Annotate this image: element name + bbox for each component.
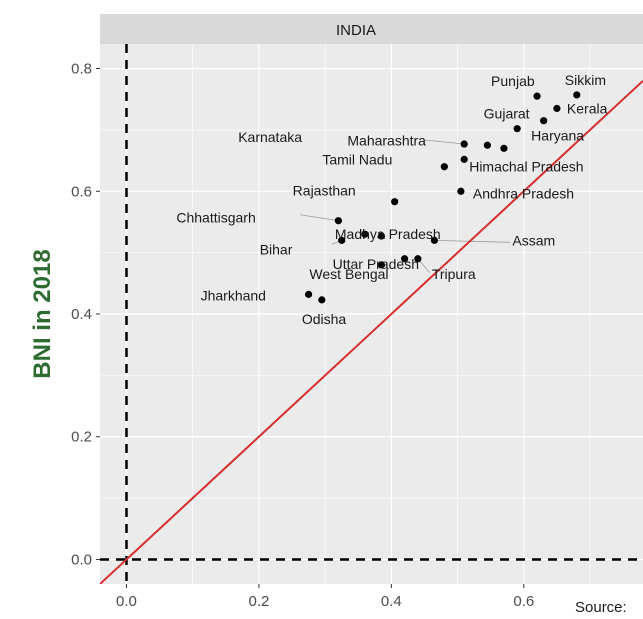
point-label: Gujarat xyxy=(484,106,530,122)
scatter-point xyxy=(391,198,399,206)
x-tick-label: 0.6 xyxy=(513,593,534,610)
point-label: Haryana xyxy=(531,128,584,144)
point-label: Tripura xyxy=(432,266,476,282)
point-label: Assam xyxy=(512,232,555,248)
scatter-point xyxy=(338,236,346,244)
point-label: Rajasthan xyxy=(293,183,356,199)
point-label: Karnataka xyxy=(238,129,302,145)
point-label: Chhattisgarh xyxy=(176,210,255,226)
label-leader-line xyxy=(434,239,511,243)
point-label: Odisha xyxy=(302,311,347,327)
scatter-point xyxy=(318,296,326,304)
label-leader-line xyxy=(300,214,339,222)
scatter-point xyxy=(430,236,439,244)
label-leaders xyxy=(300,139,511,274)
scatter-point xyxy=(460,140,468,148)
x-tick-label: 0.0 xyxy=(116,593,137,610)
point-label: West Bengal xyxy=(309,266,388,282)
y-tick-label: 0.6 xyxy=(71,183,92,200)
scatter-point xyxy=(533,92,541,100)
scatter-point xyxy=(500,144,508,152)
source-text: Source: xyxy=(575,599,627,616)
scatter-point xyxy=(334,217,342,225)
point-label: Sikkim xyxy=(565,72,606,88)
x-tick-label: 0.4 xyxy=(381,593,402,610)
y-tick-label: 0.4 xyxy=(71,306,92,323)
scatter-point xyxy=(377,261,386,269)
point-label: Punjab xyxy=(491,73,535,89)
scatter-point xyxy=(304,290,313,298)
scatter-point xyxy=(460,155,468,163)
data-points xyxy=(304,91,581,304)
diagonal-line xyxy=(100,80,643,584)
panel-title: INDIA xyxy=(336,22,376,39)
point-label: Himachal Pradesh xyxy=(469,158,583,174)
point-label: Kerala xyxy=(567,100,608,116)
y-tick-label: 0.0 xyxy=(71,551,92,568)
scatter-point xyxy=(401,255,409,263)
label-leader-line xyxy=(424,139,465,145)
scatter-point xyxy=(553,104,561,113)
y-axis-label: BNI in 2018 xyxy=(29,249,56,378)
scatter-point xyxy=(440,163,448,171)
point-label: Madhya Pradesh xyxy=(335,226,441,242)
strip-background xyxy=(100,14,643,44)
scatter-point xyxy=(483,141,491,149)
point-label: Maharashtra xyxy=(347,132,426,148)
scatter-point xyxy=(513,125,521,133)
point-label: Uttar Pradesh xyxy=(333,256,419,272)
point-label: Bihar xyxy=(260,241,293,257)
scatter-point xyxy=(457,187,465,195)
point-label: Tamil Nadu xyxy=(322,152,392,168)
scatter-point xyxy=(573,91,581,99)
axes: 0.0 0.2 0.4 0.6 0.0 0.2 0.4 0.6 0.8 xyxy=(71,61,534,610)
point-label: Andhra Pradesh xyxy=(473,185,574,201)
scatter-point xyxy=(377,232,386,240)
x-tick-label: 0.2 xyxy=(248,593,269,610)
scatter-point xyxy=(414,255,422,263)
y-tick-label: 0.8 xyxy=(71,61,92,78)
point-label: Jharkhand xyxy=(201,287,266,303)
reference-lines xyxy=(100,44,643,584)
scatter-point xyxy=(361,230,369,238)
scatter-point xyxy=(540,117,548,125)
y-tick-label: 0.2 xyxy=(71,429,92,446)
